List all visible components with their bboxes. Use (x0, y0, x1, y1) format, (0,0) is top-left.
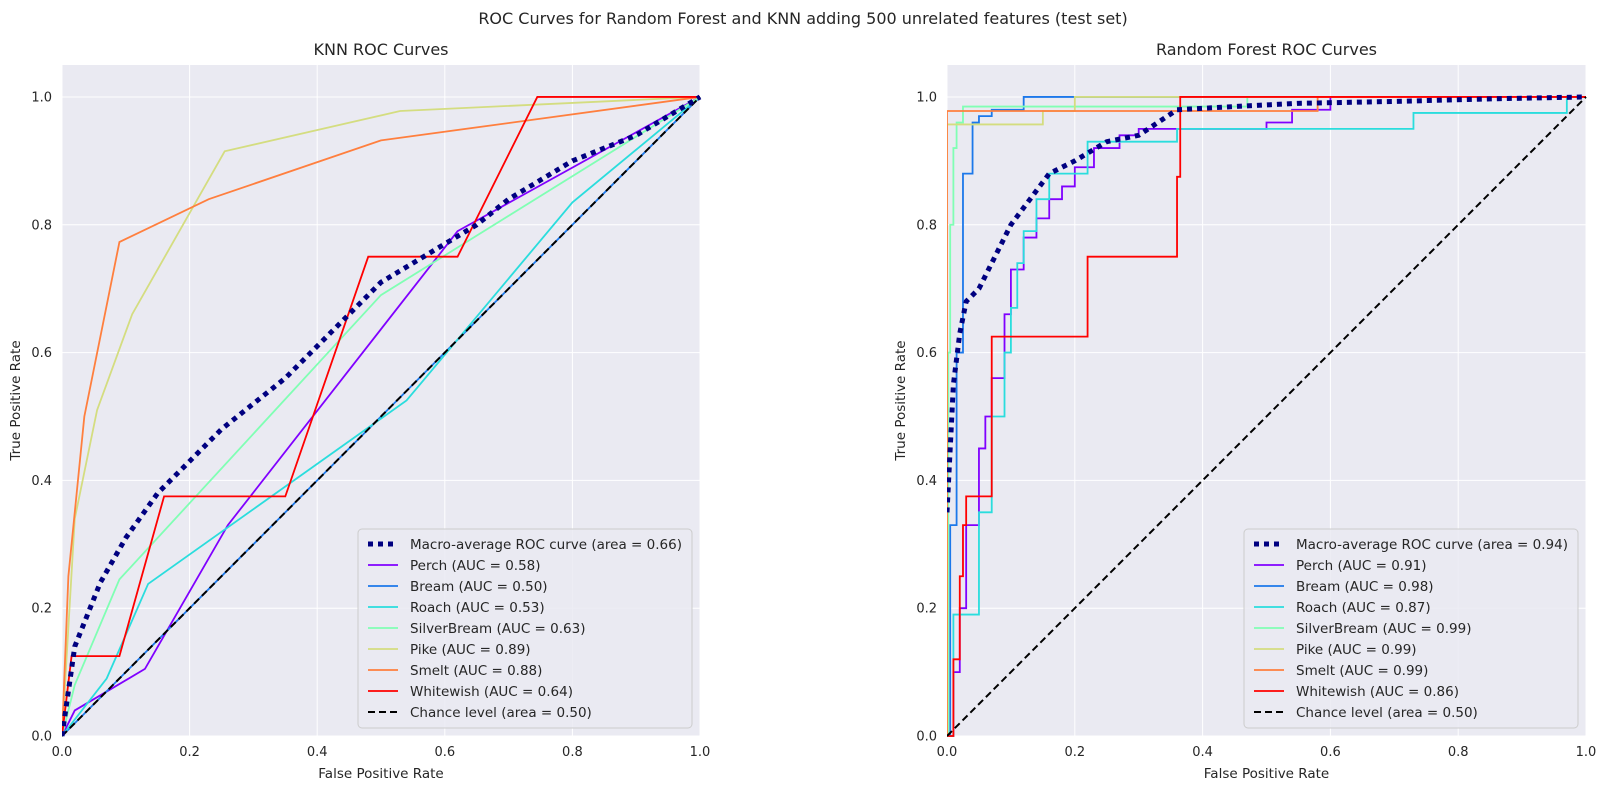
y-tick-label: 0.0 (31, 730, 52, 745)
x-tick-label: 0.6 (434, 745, 455, 760)
x-tick-label: 0.6 (1320, 745, 1341, 760)
series-line-bream (947, 96, 1586, 737)
y-tick-label: 0.4 (31, 474, 52, 489)
legend-label: Whitewish (AUC = 0.86) (1296, 684, 1459, 700)
legend-label: Bream (AUC = 0.50) (410, 579, 548, 595)
series-line-chance (62, 96, 701, 737)
series-line-macro (947, 94, 1587, 513)
x-tick-label: 0.2 (1064, 745, 1085, 760)
x-axis-label: False Positive Rate (1204, 766, 1329, 782)
x-tick-label: 0.8 (1448, 745, 1469, 760)
legend-label: SilverBream (AUC = 0.99) (1296, 621, 1471, 637)
y-tick-label: 0.4 (916, 474, 937, 489)
legend-label: SilverBream (AUC = 0.63) (410, 621, 585, 637)
x-tick-label: 0.4 (307, 745, 328, 760)
x-tick-label: 0.4 (1192, 745, 1213, 760)
y-axis-label: True Positive Rate (893, 340, 909, 461)
y-tick-label: 0.8 (916, 218, 937, 233)
legend-label: Pike (AUC = 0.89) (410, 642, 531, 658)
x-tick-label: 0.0 (52, 745, 73, 760)
series-line-silverbream (62, 96, 701, 737)
x-tick-label: 1.0 (1576, 745, 1597, 760)
series-line-whitewish (947, 96, 1586, 737)
legend-box (1243, 528, 1579, 729)
x-tick-label: 0.2 (179, 745, 200, 760)
legend-label: Bream (AUC = 0.98) (1296, 579, 1434, 595)
series-line-roach (62, 96, 701, 737)
legend-label: Roach (AUC = 0.87) (1296, 600, 1431, 616)
legend-label: Chance level (area = 0.50) (410, 705, 592, 721)
y-tick-label: 0.2 (916, 602, 937, 617)
legend-label: Smelt (AUC = 0.88) (410, 663, 542, 679)
x-axis-label: False Positive Rate (318, 766, 443, 782)
legend-label: Pike (AUC = 0.99) (1296, 642, 1417, 658)
panel-title: KNN ROC Curves (313, 40, 448, 59)
knn-roc-panel: 0.0 0.2 0.4 0.6 0.8 1.0 0.0 0.2 0.4 0.6 0.8 1.0 KNN … (8, 40, 710, 782)
x-tick-label: 0.8 (562, 745, 583, 760)
legend-label: Smelt (AUC = 0.99) (1296, 663, 1428, 679)
series-line-smelt (62, 96, 701, 737)
y-tick-label: 1.0 (916, 90, 937, 105)
figure-suptitle: ROC Curves for Random Forest and KNN add… (478, 9, 1127, 28)
legend-label: Chance level (area = 0.50) (1296, 705, 1478, 721)
legend: Macro-average ROC curve (area = 0.66) Per… (357, 528, 693, 729)
legend-label: Macro-average ROC curve (area = 0.94) (1296, 537, 1568, 553)
series-line-chance (947, 96, 1587, 737)
series-line-macro (62, 94, 702, 737)
y-tick-label: 0.8 (31, 218, 52, 233)
x-tick-label: 0.0 (937, 745, 958, 760)
y-tick-label: 0.2 (31, 602, 52, 617)
x-tick-label: 1.0 (690, 745, 711, 760)
y-tick-label: 1.0 (31, 90, 52, 105)
legend-label: Perch (AUC = 0.58) (410, 558, 541, 574)
series-line-roach (947, 96, 1586, 737)
legend-label: Roach (AUC = 0.53) (410, 600, 545, 616)
legend-box (357, 528, 693, 729)
y-tick-label: 0.0 (916, 730, 937, 745)
y-tick-label: 0.6 (916, 346, 937, 361)
legend-label: Perch (AUC = 0.91) (1296, 558, 1427, 574)
legend: Macro-average ROC curve (area = 0.94) Per… (1243, 528, 1579, 729)
legend-label: Macro-average ROC curve (area = 0.66) (410, 537, 682, 553)
legend-label: Whitewish (AUC = 0.64) (410, 684, 573, 700)
panel-title: Random Forest ROC Curves (1156, 40, 1377, 59)
random-forest-roc-panel: 0.0 0.2 0.4 0.6 0.8 1.0 0.0 0.2 0.4 0.6 0.8 1.0 Rand… (893, 40, 1596, 782)
series-line-whitewish (62, 96, 700, 737)
y-tick-label: 0.6 (31, 346, 52, 361)
y-axis-label: True Positive Rate (8, 340, 24, 461)
